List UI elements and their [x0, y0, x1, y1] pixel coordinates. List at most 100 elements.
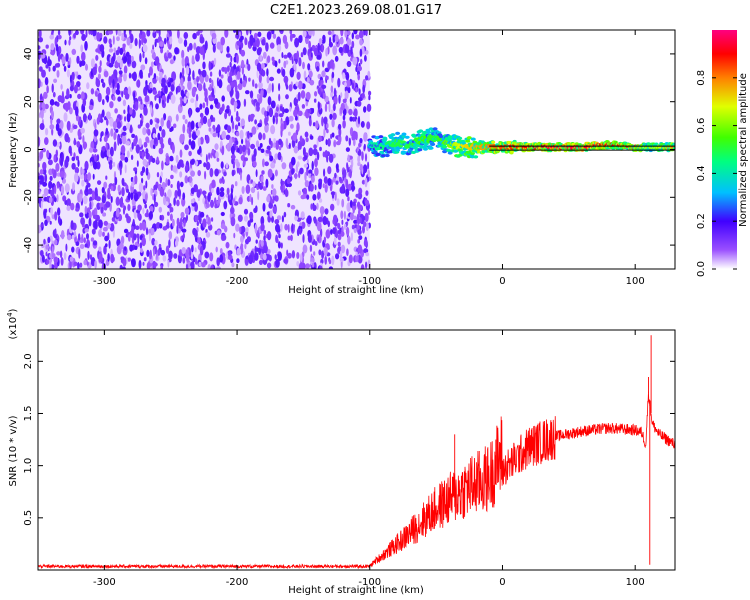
noise-cell: [275, 234, 279, 243]
noise-cell: [216, 257, 220, 267]
noise-cell: [183, 32, 189, 39]
noise-cell: [185, 264, 189, 269]
noise-cell: [110, 128, 114, 137]
noise-cell: [181, 49, 185, 60]
noise-cell: [88, 104, 94, 111]
noise-cell: [304, 131, 309, 138]
noise-cell: [283, 211, 287, 218]
noise-cell: [323, 236, 327, 244]
noise-cell: [235, 131, 240, 137]
noise-cell: [102, 82, 106, 88]
noise-cell: [331, 191, 335, 199]
noise-cell: [363, 239, 368, 247]
noise-cell: [81, 179, 85, 187]
noise-cell: [363, 221, 367, 228]
noise-cell: [299, 253, 303, 263]
noise-cell: [365, 75, 369, 81]
noise-cell: [318, 198, 323, 203]
noise-cell: [251, 126, 257, 135]
signal-cell: [442, 145, 448, 149]
noise-cell: [193, 42, 197, 50]
noise-cell: [211, 217, 214, 222]
noise-cell: [226, 187, 230, 195]
noise-cell: [237, 83, 243, 91]
noise-cell: [92, 214, 97, 219]
noise-cell: [346, 221, 349, 226]
noise-cell: [349, 97, 352, 104]
noise-cell: [347, 235, 351, 245]
noise-cell: [297, 110, 303, 117]
noise-cell: [69, 74, 72, 84]
noise-cell: [114, 108, 118, 114]
noise-cell: [142, 159, 148, 166]
noise-cell: [146, 209, 149, 215]
noise-cell: [139, 101, 144, 111]
noise-cell: [167, 40, 170, 48]
noise-cell: [167, 211, 170, 216]
noise-cell: [156, 118, 160, 124]
noise-cell: [296, 161, 300, 167]
noise-cell: [102, 99, 105, 106]
noise-cell: [299, 167, 304, 175]
noise-cell: [340, 102, 345, 111]
noise-cell: [316, 66, 320, 72]
noise-cell: [270, 125, 276, 135]
noise-cell: [366, 103, 372, 112]
noise-cell: [65, 243, 68, 252]
noise-cell: [255, 169, 258, 178]
noise-cell: [328, 102, 331, 113]
noise-cell: [155, 103, 159, 110]
noise-cell: [220, 36, 225, 46]
noise-cell: [250, 179, 254, 184]
noise-cell: [183, 219, 186, 227]
noise-cell: [69, 36, 72, 41]
noise-cell: [182, 232, 185, 239]
noise-cell: [236, 40, 241, 46]
noise-cell: [239, 129, 244, 140]
noise-cell: [130, 55, 134, 63]
x-tick-label: -200: [226, 276, 249, 287]
noise-cell: [109, 43, 113, 48]
noise-cell: [116, 121, 122, 129]
noise-cell: [359, 48, 363, 57]
noise-cell: [239, 226, 242, 234]
noise-cell: [278, 146, 282, 151]
noise-cell: [202, 218, 207, 228]
noise-cell: [199, 245, 204, 256]
noise-cell: [124, 116, 127, 122]
noise-cell: [175, 239, 179, 247]
noise-cell: [328, 153, 334, 163]
noise-cell: [269, 76, 275, 82]
noise-cell: [367, 70, 371, 79]
noise-cell: [167, 259, 170, 268]
noise-cell: [198, 68, 201, 75]
noise-cell: [66, 120, 71, 131]
noise-cell: [103, 181, 108, 189]
colorbar-gradient: [712, 30, 737, 269]
noise-cell: [258, 132, 263, 141]
noise-cell: [77, 262, 80, 269]
noise-cell: [201, 69, 207, 78]
noise-cell: [121, 135, 127, 145]
noise-cell: [319, 206, 325, 215]
noise-cell: [170, 126, 174, 132]
noise-cell: [192, 227, 197, 236]
noise-cell: [83, 237, 87, 244]
noise-cell: [263, 229, 267, 236]
noise-cell: [367, 169, 370, 178]
noise-cell: [181, 57, 185, 67]
signal-cell: [465, 139, 471, 143]
noise-cell: [322, 215, 328, 226]
noise-cell: [145, 180, 148, 189]
noise-cell: [70, 202, 75, 211]
noise-cell: [338, 94, 341, 104]
noise-cell: [220, 211, 225, 217]
noise-cell: [57, 34, 62, 40]
noise-cell: [317, 216, 323, 223]
noise-cell: [169, 155, 174, 161]
noise-cell: [345, 147, 350, 153]
noise-cell: [247, 147, 251, 156]
noise-cell: [356, 213, 360, 223]
noise-cell: [138, 138, 142, 148]
noise-cells: [38, 30, 372, 269]
